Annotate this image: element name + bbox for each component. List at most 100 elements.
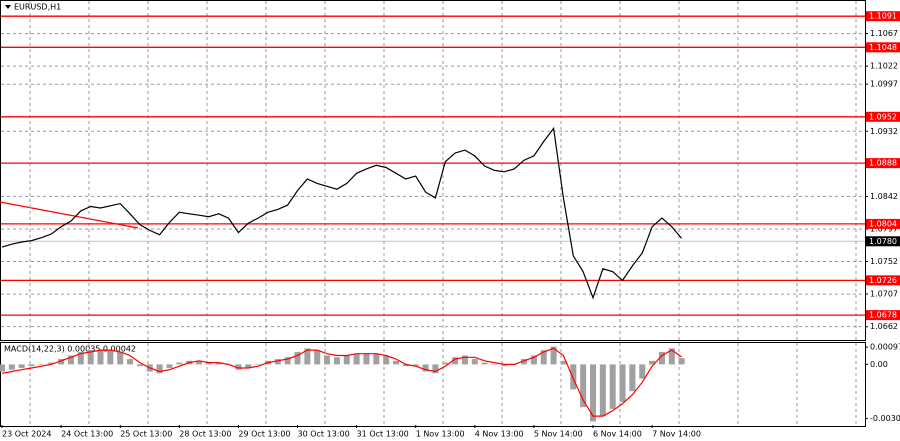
macd-bar [402,364,409,367]
macd-bar [38,364,45,365]
y-tick-label: 1.1022 [870,62,898,71]
macd-bar [383,355,390,365]
macd-bar [580,364,587,408]
macd-bar [501,364,508,367]
y-tick-label: 1.0662 [870,322,898,331]
macd-y-tick-label: -0.00303 [870,414,900,423]
price-line [1,126,683,300]
macd-bar [570,364,577,390]
macd-bar [333,357,340,365]
macd-bar [668,348,675,365]
macd-bar [28,364,35,367]
x-tick-label: 30 Oct 13:00 [298,430,350,439]
macd-bar [491,364,498,365]
x-tick-label: 23 Oct 2024 [2,430,51,439]
x-tick-label: 5 Nov 14:00 [534,430,583,439]
macd-bar [156,364,163,374]
level-label: 1.0888 [869,159,897,168]
level-label-box [866,42,900,53]
macd-bar [235,364,242,370]
macd-bar [117,351,124,365]
macd-bar [442,362,449,365]
macd-bar [530,355,537,365]
symbol-title: EURUSD,H1 [14,3,61,12]
macd-bar [609,364,616,409]
macd-bar [0,364,5,372]
level-label: 1.0678 [869,311,897,320]
macd-bar [343,355,350,365]
macd-bar [422,364,429,372]
macd-bar [127,359,134,365]
y-tick-label: 1.0797 [870,224,898,233]
macd-title: MACD(14,22,3) 0.00035 0.00042 [4,345,136,354]
macd-bar [136,364,143,367]
x-tick-label: 6 Nov 14:00 [593,430,642,439]
y-tick-label: 1.1067 [870,29,898,38]
macd-y-tick-label: 0.00 [870,360,888,369]
y-tick-label: 1.0932 [870,127,898,136]
level-label-box [866,310,900,321]
x-tick-label: 29 Oct 13:00 [238,430,290,439]
macd-bar [245,364,252,368]
level-label: 1.0952 [869,112,897,121]
macd-bar [639,364,646,379]
x-tick-label: 28 Oct 13:00 [179,430,231,439]
main-frame [0,0,866,341]
macd-bar [18,364,25,368]
x-tick-label: 7 Nov 14:00 [652,430,701,439]
macd-bar [412,364,419,367]
macd-bar [314,350,321,365]
level-label-box [866,11,900,22]
current-price-box [866,236,900,247]
macd-bar [471,359,478,365]
level-label: 1.1091 [869,12,897,21]
macd-bar [658,351,665,365]
x-tick-label: 4 Nov 13:00 [475,430,524,439]
level-label: 1.1048 [869,43,897,52]
macd-bar [176,362,183,365]
level-label-box [866,111,900,122]
macd-bar [8,364,15,370]
macd-signal-line [1,347,682,417]
macd-bar [550,346,557,365]
macd-bar [215,362,222,365]
macd-bar [274,359,281,365]
x-tick-label: 1 Nov 13:00 [416,430,465,439]
macd-bar [324,355,331,365]
macd-y-tick-label: 0.00097 [870,343,900,352]
level-label: 1.0726 [869,276,897,285]
macd-bar [629,364,636,392]
macd-bar [599,364,606,417]
macd-bar [294,351,301,365]
macd-bar [77,351,84,365]
macd-bar [452,357,459,365]
macd-bar [166,364,173,368]
current-price-label: 1.0780 [869,237,897,246]
macd-bar [205,362,212,365]
macd-bar [97,350,104,365]
macd-bar [304,348,311,365]
macd-bar [393,360,399,365]
macd-bar [48,362,55,365]
symbol-icon [5,5,11,9]
macd-bar [481,362,488,365]
x-tick-label: 24 Oct 13:00 [61,430,113,439]
macd-bar [461,355,468,365]
x-tick-label: 25 Oct 13:00 [120,430,172,439]
level-label-box [866,158,900,169]
level-label: 1.0804 [869,219,897,228]
y-tick-label: 1.0707 [870,290,898,299]
macd-bar [521,359,528,365]
x-tick-label: 31 Oct 13:00 [357,430,409,439]
macd-bar [540,350,547,365]
macd-bar [255,364,262,365]
macd-bar [432,364,439,374]
macd-bar [649,360,656,365]
macd-bar [284,357,291,365]
macd-bar [590,364,596,422]
macd-bar [363,353,370,365]
macd-bar [678,358,685,365]
level-label-box [866,275,900,286]
macd-frame [0,342,866,427]
